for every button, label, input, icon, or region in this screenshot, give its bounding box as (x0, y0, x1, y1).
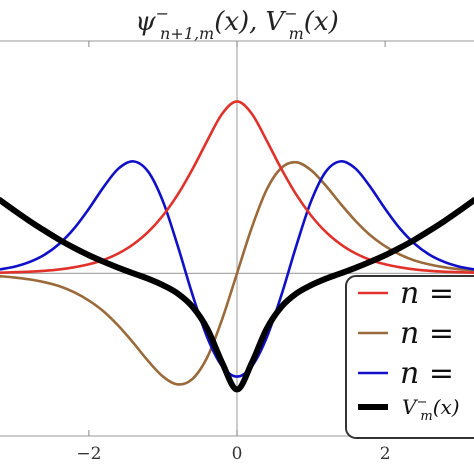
title-v-arg: (x) (304, 7, 339, 37)
x-tick-label-1: −2 (76, 444, 101, 464)
x-tick-label-3: 2 (380, 444, 391, 464)
legend-label-2: n = (400, 316, 454, 351)
legend-v-sub: m (420, 409, 432, 424)
title-v-sup: − (284, 4, 297, 23)
title-psi-sub: n+1,m (160, 24, 214, 43)
title-psi: ψ (135, 7, 156, 37)
legend-label-1: n = (400, 276, 454, 311)
title-v-sub: m (289, 24, 304, 43)
chart-title: ψ− n+1,m(x), V− m(x) (135, 4, 338, 43)
title-psi-arg: (x), (214, 7, 257, 37)
series-n-blue (0, 160, 474, 378)
legend-label-3: n = (400, 356, 454, 391)
title-psi-sup: − (156, 4, 169, 23)
legend-item-4: V− m(x) (358, 395, 460, 424)
legend-label-4: V− m(x) (402, 395, 460, 424)
legend-item-3: n = (358, 356, 454, 391)
legend-box (345, 275, 474, 439)
legend-v: V (402, 395, 419, 419)
legend-item-2: n = (358, 316, 454, 351)
x-tick-label-2: 0 (232, 444, 243, 464)
legend-v-arg: (x) (433, 395, 460, 419)
series-potential (0, 197, 474, 393)
legend-item-1: n = (358, 276, 454, 311)
legend: n = n = n = V− m(x) (345, 275, 474, 439)
series-layer (0, 100, 474, 393)
legend-v-sup: − (416, 395, 427, 410)
title-v: V (265, 7, 286, 37)
series-n-red (0, 100, 474, 274)
